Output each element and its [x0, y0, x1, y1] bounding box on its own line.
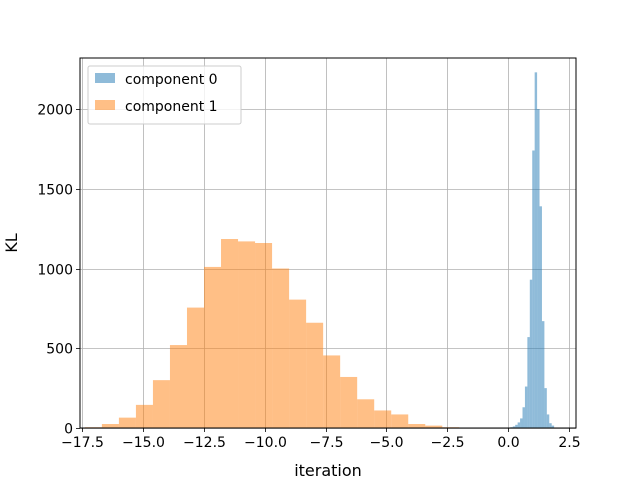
bar-component-0-bin-12 — [539, 206, 542, 428]
legend-label-component-0: component 0 — [125, 72, 218, 88]
bar-component-0-bin-10 — [534, 72, 538, 428]
bar-component-0-bin-1 — [512, 426, 516, 428]
bar-component-1-bin-10 — [255, 243, 273, 428]
bar-component-1-bin-11 — [272, 268, 290, 428]
bar-component-1-bin-4 — [152, 380, 170, 428]
x-tick-label-5: −5.0 — [370, 435, 404, 451]
legend-swatch-component-1 — [95, 100, 115, 110]
bar-component-0-bin-14 — [544, 388, 547, 428]
x-tick-label-2: −12.5 — [183, 435, 226, 451]
bar-component-0-bin-13 — [541, 321, 545, 428]
y-tick-label-2: 1000 — [37, 263, 73, 279]
bar-component-0-bin-17 — [551, 425, 555, 428]
bar-component-1-bin-15 — [340, 376, 358, 428]
legend-label-component-1: component 1 — [125, 99, 218, 115]
plot-frame — [79, 57, 577, 429]
x-tick-label-7: 0.0 — [497, 435, 519, 451]
x-tick-label-8: 2.5 — [558, 435, 580, 451]
bar-component-1-bin-19 — [408, 424, 426, 428]
bar-component-1-bin-8 — [221, 239, 239, 428]
bar-component-0-bin-4 — [520, 418, 523, 428]
bar-component-0-bin-5 — [522, 407, 525, 428]
bar-component-1-bin-3 — [135, 404, 153, 428]
x-tick-label-0: −17.5 — [61, 435, 104, 451]
bar-component-0-bin-8 — [529, 279, 533, 428]
bars — [84, 72, 555, 428]
x-tick-label-4: −7.5 — [310, 435, 344, 451]
bar-component-0-bin-16 — [549, 423, 552, 428]
x-tick-label-6: −2.5 — [431, 435, 465, 451]
bar-component-1-bin-9 — [238, 241, 256, 428]
legend-frame — [87, 65, 242, 125]
bar-component-1-bin-2 — [118, 417, 136, 428]
axis-ticks: −17.5 −15.0 −12.5 −10.0 −7.5 −5.0 −2.5 0.0 2.5 0 5… — [37, 103, 580, 452]
bar-component-1-bin-6 — [186, 307, 204, 428]
legend: component 0 component 1 — [87, 65, 242, 125]
bar-component-1-bin-13 — [306, 322, 324, 428]
bar-component-0-bin-3 — [517, 422, 521, 428]
bar-component-1-bin-5 — [169, 345, 187, 428]
bar-component-1-bin-7 — [204, 266, 222, 428]
bar-component-1-bin-18 — [391, 414, 409, 428]
legend-swatch-component-0 — [95, 73, 115, 83]
bar-component-0-bin-7 — [527, 337, 530, 428]
bar-component-0-bin-9 — [532, 150, 535, 428]
bar-component-0-bin-2 — [515, 424, 518, 428]
y-tick-label-0: 0 — [64, 422, 73, 438]
y-tick-label-4: 2000 — [37, 103, 73, 119]
bar-component-0-bin-11 — [537, 109, 540, 428]
y-tick-label-1: 500 — [46, 342, 73, 358]
x-axis-label: iteration — [294, 461, 362, 480]
bar-component-1-bin-1 — [101, 424, 119, 428]
bar-component-0-bin-6 — [524, 386, 528, 428]
y-axis-label: KL — [2, 233, 21, 252]
bar-component-1-bin-16 — [357, 399, 375, 428]
bar-component-1-bin-14 — [323, 355, 341, 428]
bar-component-1-bin-17 — [374, 410, 392, 428]
bar-component-0-bin-15 — [546, 414, 550, 428]
x-tick-label-1: −15.0 — [122, 435, 165, 451]
bar-component-1-bin-12 — [289, 299, 307, 428]
bar-component-1-bin-20 — [425, 425, 443, 428]
y-tick-label-3: 1500 — [37, 183, 73, 199]
x-tick-label-3: −10.0 — [244, 435, 287, 451]
